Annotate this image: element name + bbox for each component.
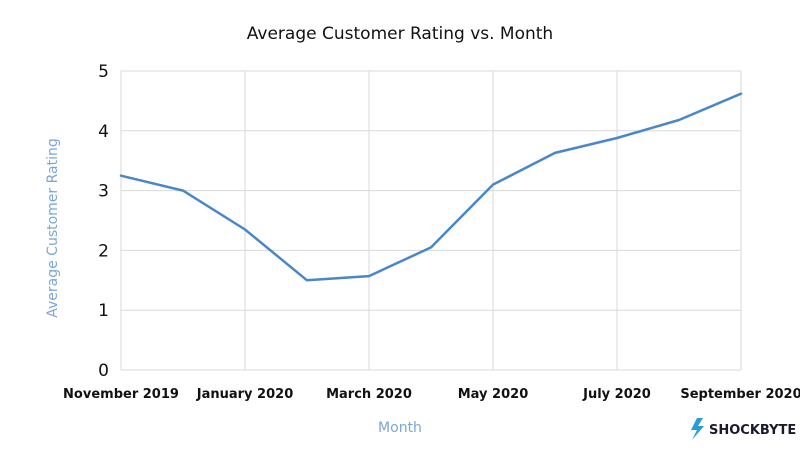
lightning-bolt-icon [691, 418, 704, 440]
x-tick-label: May 2020 [458, 387, 529, 402]
y-tick-label: 2 [98, 241, 109, 261]
series-group [119, 92, 743, 282]
x-tick-label: March 2020 [326, 387, 412, 402]
y-tick-label: 4 [98, 122, 109, 142]
x-tick-label: September 2020 [680, 387, 800, 402]
x-tick-label: January 2020 [196, 387, 293, 402]
brand-name: SHOCKBYTE [709, 423, 796, 438]
y-tick-label: 5 [98, 62, 109, 82]
y-gridlines [121, 70, 741, 371]
x-tick-label: November 2019 [63, 387, 179, 402]
x-gridlines [120, 71, 742, 370]
y-tick-labels: 0 1 2 3 4 5 [98, 62, 109, 381]
chart-title: Average Customer Rating vs. Month [247, 24, 553, 44]
y-tick-label: 1 [98, 301, 109, 321]
y-axis-label: Average Customer Rating [45, 138, 61, 318]
x-axis-label: Month [378, 420, 422, 436]
x-tick-labels: November 2019 January 2020 March 2020 May 2… [63, 387, 800, 402]
brand-logo: SHOCKBYTE [691, 418, 796, 440]
series-line [119, 92, 743, 282]
y-tick-label: 0 [98, 361, 109, 381]
y-tick-label: 3 [98, 182, 109, 202]
x-tick-label: July 2020 [582, 387, 651, 402]
